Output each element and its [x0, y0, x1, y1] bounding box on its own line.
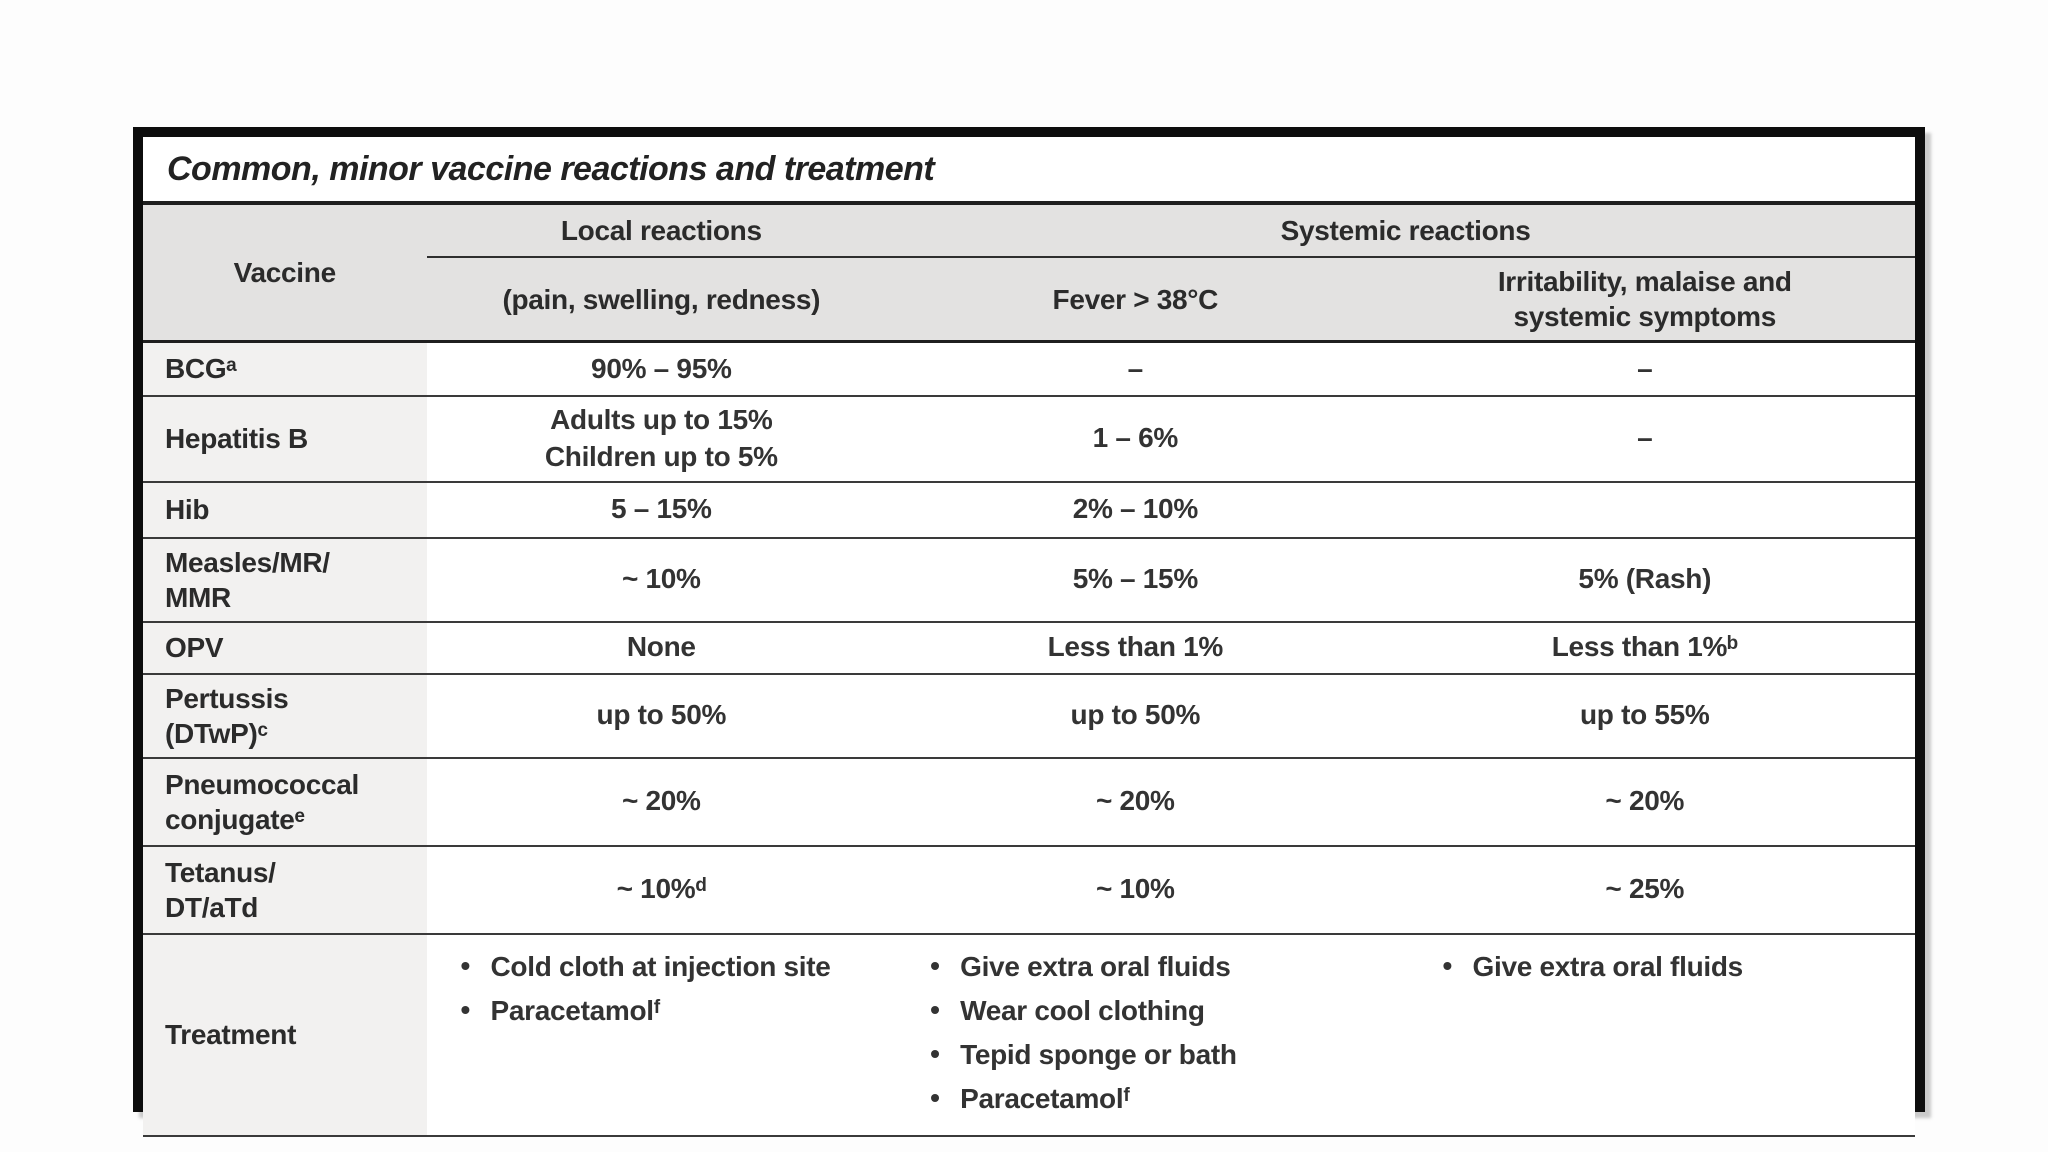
column-group-local-reactions: Local reactions: [426, 205, 897, 258]
table-row: Hib 5 – 15% 2% – 10%: [143, 480, 1915, 538]
fever-cell: Less than 1%: [896, 620, 1375, 674]
irritability-cell: ~ 20%: [1374, 756, 1915, 846]
local-reaction-cell: ~ 10%: [426, 536, 897, 622]
table-row: BCGᵃ 90% – 95% – –: [143, 340, 1915, 396]
irritability-cell: 5% (Rash): [1374, 536, 1915, 622]
vaccine-cell: Pneumococcal conjugateᵉ: [143, 756, 427, 846]
fever-cell: ~ 10%: [896, 844, 1375, 934]
local-reaction-cell: None: [426, 620, 897, 674]
fever-cell: ~ 20%: [896, 756, 1375, 846]
local-reaction-cell: 5 – 15%: [426, 480, 897, 538]
treatment-irritability-cell: Give extra oral fluids: [1374, 932, 1915, 1137]
vaccine-cell: OPV: [143, 620, 427, 674]
irritability-cell: ~ 25%: [1374, 844, 1915, 934]
column-header-vaccine: Vaccine: [143, 205, 427, 342]
column-group-systemic-reactions: Systemic reactions: [896, 205, 1915, 258]
fever-cell: –: [896, 340, 1375, 396]
list-item: Tepid sponge or bath: [926, 1036, 1368, 1072]
fever-cell: 5% – 15%: [896, 536, 1375, 622]
irritability-cell: up to 55%: [1374, 672, 1915, 758]
fever-cell: up to 50%: [896, 672, 1375, 758]
list-item: Paracetamolᶠ: [457, 992, 891, 1028]
vaccine-cell: BCGᵃ: [143, 340, 427, 396]
column-subheader-local: (pain, swelling, redness): [426, 257, 897, 342]
treatment-irritability-list: Give extra oral fluids: [1439, 948, 1909, 984]
table-row: Hepatitis B Adults up to 15% Children up…: [143, 394, 1915, 482]
vaccine-cell: Tetanus/ DT/aTd: [143, 844, 427, 934]
vaccine-reactions-table: Vaccine Local reactions Systemic reactio…: [143, 205, 1915, 1137]
local-reaction-cell: 90% – 95%: [426, 340, 897, 396]
treatment-fever-list: Give extra oral fluids Wear cool clothin…: [926, 948, 1368, 1116]
list-item: Wear cool clothing: [926, 992, 1368, 1028]
local-reaction-cell: ~ 10%ᵈ: [426, 844, 897, 934]
vaccine-cell: Hib: [143, 480, 427, 538]
table-row: OPV None Less than 1% Less than 1%ᵇ: [143, 620, 1915, 674]
list-item: Give extra oral fluids: [926, 948, 1368, 984]
treatment-local-cell: Cold cloth at injection site Paracetamol…: [426, 932, 897, 1137]
fever-cell: 2% – 10%: [896, 480, 1375, 538]
table-row: Pertussis (DTwP)ᶜ up to 50% up to 50% up…: [143, 672, 1915, 758]
local-reaction-cell: ~ 20%: [426, 756, 897, 846]
table-row: Measles/MR/ MMR ~ 10% 5% – 15% 5% (Rash): [143, 536, 1915, 622]
treatment-row: Treatment Cold cloth at injection site P…: [143, 932, 1915, 1137]
treatment-fever-cell: Give extra oral fluids Wear cool clothin…: [896, 932, 1375, 1137]
irritability-cell: –: [1374, 340, 1915, 396]
irritability-cell: Less than 1%ᵇ: [1374, 620, 1915, 674]
list-item: Paracetamolᶠ: [926, 1080, 1368, 1116]
local-reaction-cell: Adults up to 15% Children up to 5%: [426, 394, 897, 482]
irritability-cell: [1374, 480, 1915, 538]
table-title: Common, minor vaccine reactions and trea…: [143, 137, 1915, 205]
fever-cell: 1 – 6%: [896, 394, 1375, 482]
irritability-cell: –: [1374, 394, 1915, 482]
column-subheader-irritability: Irritability, malaise and systemic sympt…: [1374, 257, 1915, 342]
treatment-label: Treatment: [143, 932, 427, 1137]
local-reaction-cell: up to 50%: [426, 672, 897, 758]
vaccine-cell: Measles/MR/ MMR: [143, 536, 427, 622]
vaccine-cell: Pertussis (DTwP)ᶜ: [143, 672, 427, 758]
column-subheader-fever: Fever > 38°C: [896, 257, 1375, 342]
list-item: Cold cloth at injection site: [457, 948, 891, 984]
list-item: Give extra oral fluids: [1439, 948, 1909, 984]
table-frame: Common, minor vaccine reactions and trea…: [133, 127, 1925, 1137]
vaccine-cell: Hepatitis B: [143, 394, 427, 482]
treatment-local-list: Cold cloth at injection site Paracetamol…: [457, 948, 891, 1028]
table-row: Tetanus/ DT/aTd ~ 10%ᵈ ~ 10% ~ 25%: [143, 844, 1915, 934]
table-row: Pneumococcal conjugateᵉ ~ 20% ~ 20% ~ 20…: [143, 756, 1915, 846]
